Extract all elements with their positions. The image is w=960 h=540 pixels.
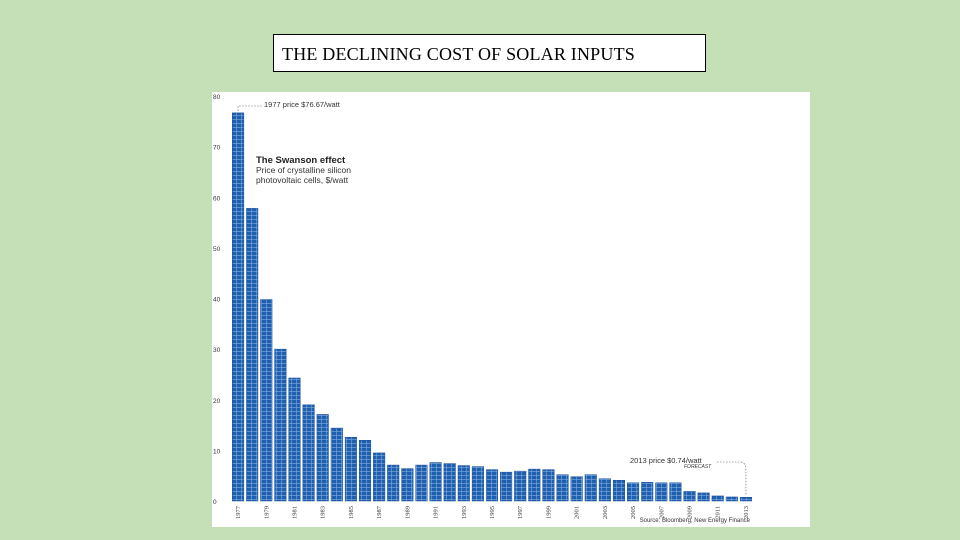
x-tick-label-1981: 1981 <box>291 506 298 519</box>
bar-1985 <box>344 436 357 502</box>
x-tick-label-1985: 1985 <box>348 506 355 519</box>
y-tick-label-50: 50 <box>213 246 221 253</box>
chart-source: Source: Bloomberg, New Energy Finance <box>639 518 750 524</box>
x-tick-label-1977: 1977 <box>235 505 242 519</box>
bar-2000 <box>556 474 569 502</box>
y-tick-label-30: 30 <box>213 347 221 354</box>
chart-panel: 0 10 20 30 40 50 60 70 80 1977 1979 1981 1983 1985 198… <box>212 92 810 527</box>
bar-1990 <box>415 464 428 502</box>
annotation-leader-2013 <box>717 461 747 496</box>
bar-1988 <box>387 464 400 502</box>
bar-1982 <box>302 404 315 502</box>
x-tick-label-2005: 2005 <box>630 506 637 519</box>
bar-1979 <box>260 299 273 502</box>
bar-2010 <box>697 492 710 502</box>
x-tick-label-2001: 2001 <box>574 506 581 519</box>
bar-1983 <box>316 414 329 502</box>
bar-1999 <box>542 469 555 502</box>
y-tick-label-80: 80 <box>213 94 221 101</box>
bar-1977 <box>232 112 245 502</box>
bar-1992 <box>443 463 456 502</box>
bar-2001 <box>570 476 583 502</box>
x-tick-label-1995: 1995 <box>489 506 496 519</box>
bar-1993 <box>457 465 470 502</box>
x-tick-label-2011: 2011 <box>715 506 722 519</box>
bar-1981 <box>288 377 301 502</box>
x-tick-label-2003: 2003 <box>602 506 609 519</box>
slide-title: THE DECLINING COST OF SOLAR INPUTS <box>273 34 706 72</box>
y-tick-label-40: 40 <box>213 297 221 304</box>
bar-2012 <box>725 496 738 502</box>
x-tick-label-1979: 1979 <box>263 506 270 519</box>
annotation-1977-price: 1977 price $76.67/watt <box>264 100 340 109</box>
y-tick-label-0: 0 <box>213 499 217 506</box>
bar-2011 <box>711 495 724 502</box>
bar-1987 <box>373 452 386 502</box>
bar-1986 <box>358 440 372 502</box>
chart-title: The Swanson effect <box>256 155 346 166</box>
x-tick-label-1983: 1983 <box>320 506 327 519</box>
annotation-2013-price: 2013 price $0.74/watt <box>630 456 702 465</box>
bar-2006 <box>641 482 654 502</box>
bar-2002 <box>584 474 597 502</box>
y-tick-label-60: 60 <box>213 195 221 202</box>
bar-2007 <box>655 482 668 502</box>
bar-1980 <box>274 348 287 502</box>
y-tick-label-70: 70 <box>213 145 221 152</box>
bar-2009 <box>683 491 696 502</box>
bar-1991 <box>429 462 442 502</box>
bar-2003 <box>598 478 611 502</box>
x-tick-label-1991: 1991 <box>433 506 440 519</box>
bar-1997 <box>514 470 527 502</box>
bar-2008 <box>669 482 682 502</box>
bar-2004 <box>612 479 626 502</box>
x-tick-label-1987: 1987 <box>376 505 383 519</box>
bar-1984 <box>330 427 343 502</box>
chart-subtitle: Price of crystalline silicon photovoltai… <box>256 165 351 185</box>
x-tick-label-1999: 1999 <box>545 506 552 519</box>
annotation-forecast: FORECAST <box>684 464 712 470</box>
x-tick-label-2009: 2009 <box>687 506 694 519</box>
x-tick-label-1997: 1997 <box>517 505 524 519</box>
bar-chart: 0 10 20 30 40 50 60 70 80 1977 1979 1981 1983 1985 198… <box>213 94 752 519</box>
bar-1994 <box>471 466 484 502</box>
y-tick-label-10: 10 <box>213 448 221 455</box>
x-tick-label-2013: 2013 <box>743 506 750 519</box>
bar-1995 <box>485 469 499 502</box>
bar-1989 <box>401 468 414 502</box>
x-tick-label-2007: 2007 <box>658 505 665 519</box>
x-tick-label-1993: 1993 <box>461 506 468 519</box>
bar-2005 <box>627 482 640 502</box>
annotation-leader-1977 <box>237 105 262 111</box>
bar-1978 <box>246 208 259 502</box>
y-tick-label-20: 20 <box>213 398 221 405</box>
bar-1996 <box>500 471 513 502</box>
x-tick-label-1989: 1989 <box>404 506 411 519</box>
bar-1998 <box>528 468 541 502</box>
bar-2013 <box>739 497 752 502</box>
